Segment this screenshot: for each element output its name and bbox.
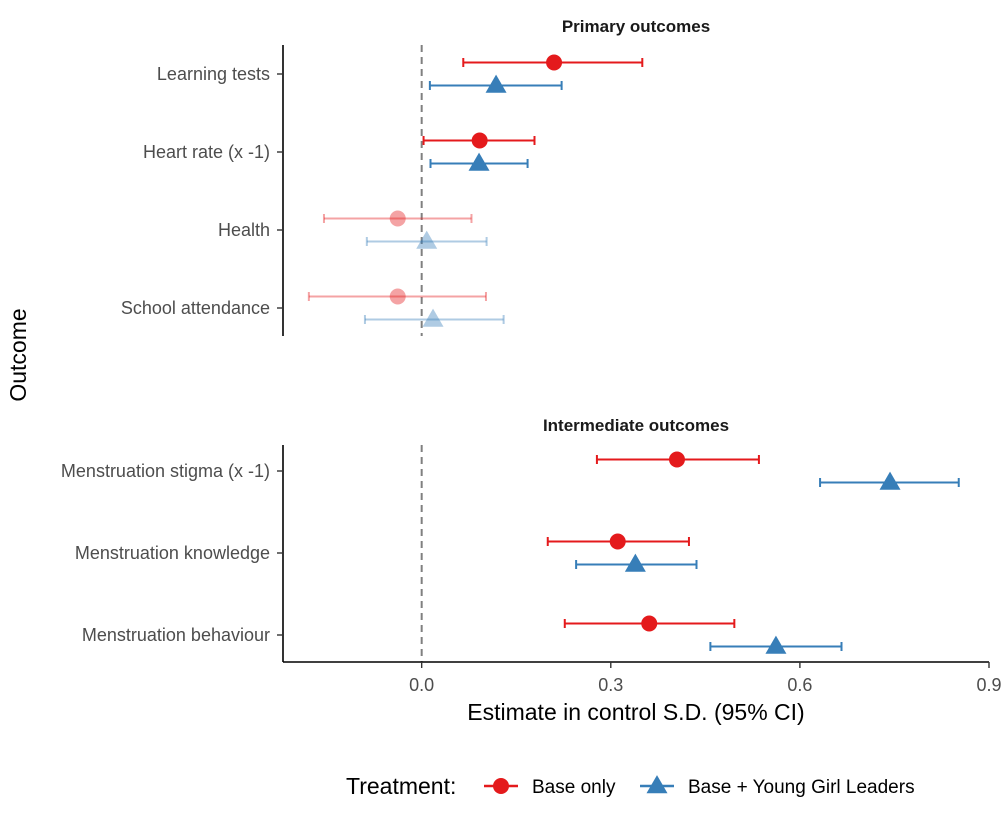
y-tick-label: Menstruation stigma (x -1): [61, 461, 270, 481]
point-estimate-base-ygl: [468, 152, 490, 171]
point-estimate-base-ygl: [624, 553, 646, 572]
point-estimate-base-ygl: [416, 230, 438, 249]
point-estimate-base-only: [668, 451, 685, 468]
y-tick-label: Learning tests: [157, 64, 270, 84]
panel-title-intermediate-outcomes: Intermediate outcomes: [543, 416, 729, 435]
x-tick-label: 0.6: [787, 675, 812, 695]
point-estimate-base-only: [546, 54, 563, 71]
y-tick-label: Menstruation knowledge: [75, 543, 270, 563]
y-tick-label: Menstruation behaviour: [82, 625, 270, 645]
y-tick-label: Health: [218, 220, 270, 240]
point-estimate-base-only: [389, 288, 406, 305]
y-tick-label: School attendance: [121, 298, 270, 318]
point-estimate-base-only: [641, 615, 658, 632]
y-tick-label: Heart rate (x -1): [143, 142, 270, 162]
legend-label-base-ygl: Base + Young Girl Leaders: [688, 777, 915, 798]
point-estimate-base-ygl: [422, 308, 444, 327]
y-axis-title: Outcome: [5, 308, 31, 401]
legend-key-marker-base-ygl: [646, 775, 668, 794]
x-tick-label: 0.3: [598, 675, 623, 695]
legend-title: Treatment:: [346, 773, 456, 799]
x-tick-label: 0.9: [976, 675, 1001, 695]
point-estimate-base-only: [609, 533, 626, 550]
panel-title-primary-outcomes: Primary outcomes: [562, 17, 710, 36]
legend-key-marker-base-only: [493, 778, 509, 794]
point-estimate-base-only: [389, 210, 406, 227]
x-tick-label: 0.0: [409, 675, 434, 695]
point-estimate-base-ygl: [765, 635, 787, 654]
point-estimate-base-ygl: [879, 471, 901, 490]
legend-label-base-only: Base only: [532, 777, 616, 798]
point-estimate-base-ygl: [485, 74, 507, 93]
point-estimate-base-only: [471, 132, 488, 149]
x-axis-title: Estimate in control S.D. (95% CI): [467, 699, 804, 725]
